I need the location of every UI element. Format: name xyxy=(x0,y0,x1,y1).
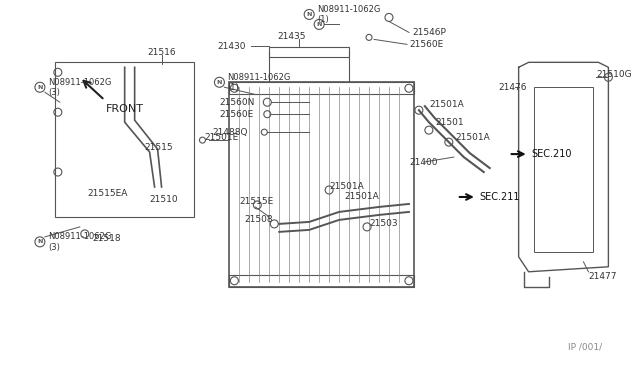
Text: 21501A: 21501A xyxy=(344,192,379,202)
Text: 21430: 21430 xyxy=(218,42,246,51)
Text: 21560E: 21560E xyxy=(409,40,443,49)
Text: 21501A: 21501A xyxy=(429,100,463,109)
Text: N: N xyxy=(217,80,222,85)
Text: 21510: 21510 xyxy=(150,195,178,205)
Text: 21501: 21501 xyxy=(436,118,465,127)
Text: 21477: 21477 xyxy=(588,272,617,281)
Text: N08911-1062G
(1): N08911-1062G (1) xyxy=(227,73,291,92)
Text: 21488Q: 21488Q xyxy=(212,128,248,137)
Text: N: N xyxy=(316,22,322,27)
Text: 21508: 21508 xyxy=(244,215,273,224)
Text: 21501E: 21501E xyxy=(204,133,239,142)
Text: 21518: 21518 xyxy=(93,234,122,243)
Bar xyxy=(534,87,593,252)
Text: SEC.211: SEC.211 xyxy=(480,192,520,202)
Bar xyxy=(229,82,414,94)
Text: IP /001/: IP /001/ xyxy=(568,342,603,351)
Text: N: N xyxy=(307,12,312,17)
Text: 21560N: 21560N xyxy=(220,98,255,107)
Text: SEC.210: SEC.210 xyxy=(532,149,572,159)
Text: 21510G: 21510G xyxy=(596,70,632,79)
Text: 21503: 21503 xyxy=(369,219,397,228)
Text: 21501A: 21501A xyxy=(456,133,490,142)
Text: 21400: 21400 xyxy=(409,158,437,167)
Bar xyxy=(55,62,195,217)
Text: 21560E: 21560E xyxy=(220,110,253,119)
Text: N08911-1062G
(3): N08911-1062G (3) xyxy=(48,77,111,97)
Text: 21501A: 21501A xyxy=(329,183,364,192)
Text: 21515: 21515 xyxy=(145,142,173,152)
Text: 21435: 21435 xyxy=(277,32,306,41)
Text: 21546P: 21546P xyxy=(412,28,446,37)
Bar xyxy=(229,275,414,287)
Bar xyxy=(269,47,349,57)
Text: N08911-1062G
(3): N08911-1062G (3) xyxy=(48,232,111,251)
Text: N: N xyxy=(37,85,43,90)
Text: 21516: 21516 xyxy=(148,48,176,57)
Text: FRONT: FRONT xyxy=(106,104,144,114)
Text: 21476: 21476 xyxy=(499,83,527,92)
Text: N: N xyxy=(37,239,43,244)
Text: N08911-1062G
(1): N08911-1062G (1) xyxy=(317,5,381,24)
Text: 21515EA: 21515EA xyxy=(88,189,128,199)
Bar xyxy=(229,82,414,287)
Text: 21515E: 21515E xyxy=(239,198,274,206)
